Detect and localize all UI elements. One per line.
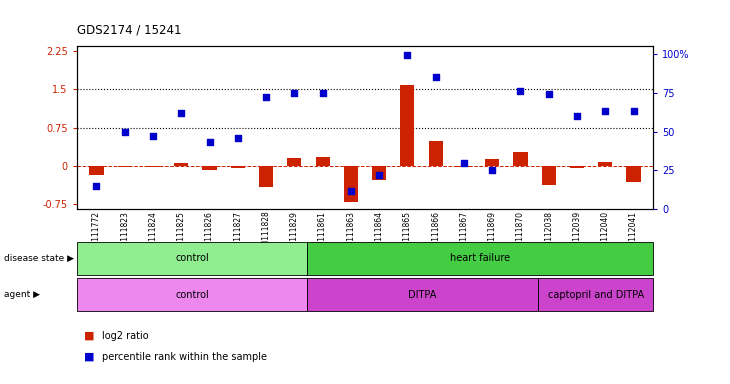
Text: log2 ratio: log2 ratio	[102, 331, 149, 341]
Bar	[146, 166, 160, 167]
Point	[430, 74, 442, 80]
Bar	[307, 278, 538, 311]
Bar	[429, 141, 442, 166]
Point	[458, 160, 470, 166]
Bar	[598, 162, 612, 166]
Bar	[307, 242, 653, 275]
Text: control: control	[175, 253, 209, 263]
Bar	[400, 85, 415, 166]
Point	[515, 88, 526, 94]
Point	[402, 52, 413, 58]
Bar	[231, 166, 245, 169]
Bar	[538, 278, 653, 311]
Bar	[118, 166, 132, 167]
Point	[373, 172, 385, 178]
Text: ■: ■	[84, 352, 94, 362]
Bar	[202, 166, 217, 170]
Bar	[457, 166, 471, 167]
Point	[317, 89, 328, 96]
Bar	[626, 166, 641, 182]
Bar	[288, 158, 301, 166]
Point	[599, 108, 611, 114]
Point	[543, 91, 555, 97]
Point	[486, 167, 498, 174]
Text: disease state ▶: disease state ▶	[4, 254, 74, 263]
Text: captopril and DITPA: captopril and DITPA	[548, 290, 644, 300]
Point	[628, 108, 639, 114]
Text: DITPA: DITPA	[409, 290, 437, 300]
Point	[119, 129, 131, 135]
Text: ■: ■	[84, 331, 94, 341]
Point	[260, 94, 272, 101]
Point	[147, 133, 159, 139]
Point	[345, 187, 357, 194]
Bar	[542, 166, 556, 185]
Bar	[513, 152, 528, 166]
Bar	[259, 166, 273, 187]
Text: heart failure: heart failure	[450, 253, 510, 263]
Point	[175, 110, 187, 116]
Text: agent ▶: agent ▶	[4, 290, 39, 299]
Bar	[570, 166, 584, 168]
Bar	[77, 242, 307, 275]
Bar	[485, 159, 499, 166]
Text: control: control	[175, 290, 209, 300]
Bar	[315, 157, 330, 166]
Bar	[89, 166, 104, 175]
Point	[204, 139, 215, 146]
Text: GDS2174 / 15241: GDS2174 / 15241	[77, 23, 181, 36]
Bar	[372, 166, 386, 180]
Text: percentile rank within the sample: percentile rank within the sample	[102, 352, 267, 362]
Point	[288, 89, 300, 96]
Point	[571, 113, 583, 119]
Point	[91, 183, 102, 189]
Point	[232, 135, 244, 141]
Bar	[344, 166, 358, 202]
Bar	[174, 163, 188, 166]
Bar	[77, 278, 307, 311]
